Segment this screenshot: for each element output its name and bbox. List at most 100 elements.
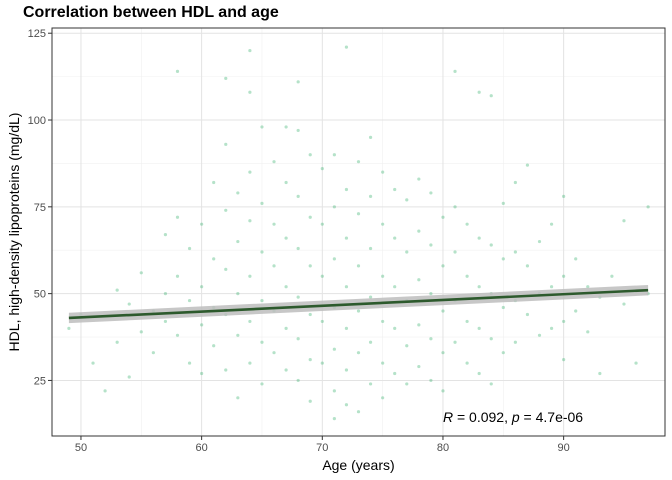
data-point	[224, 368, 228, 372]
data-point	[344, 285, 349, 289]
p-value: = 4.7e-06	[520, 409, 584, 425]
data-point	[513, 250, 517, 254]
data-point	[477, 236, 481, 240]
data-point	[465, 274, 469, 278]
data-point	[465, 319, 469, 324]
data-point	[344, 187, 349, 192]
data-point	[284, 125, 288, 129]
data-point	[332, 417, 336, 421]
p-symbol: p	[511, 409, 520, 425]
data-point	[163, 233, 168, 237]
data-point	[296, 246, 300, 251]
data-point	[236, 396, 240, 400]
data-point	[417, 364, 421, 369]
data-point	[272, 264, 276, 268]
data-point	[574, 309, 578, 313]
data-point	[175, 69, 180, 74]
data-point	[465, 222, 469, 226]
data-point	[248, 170, 252, 174]
data-point	[236, 239, 240, 244]
data-point	[368, 246, 373, 251]
data-point	[368, 194, 373, 199]
data-point	[115, 288, 119, 292]
data-point	[344, 326, 349, 330]
data-point	[356, 410, 361, 414]
data-point	[381, 170, 385, 174]
data-point	[489, 337, 493, 341]
data-point	[441, 264, 445, 268]
data-point	[67, 326, 71, 330]
data-point	[417, 278, 421, 282]
x-tick-label: 60	[196, 442, 208, 454]
data-point	[272, 351, 276, 355]
data-point	[332, 153, 336, 157]
data-point	[356, 264, 361, 268]
y-axis-label: HDL, high-density lipoproteins (mg/dL)	[6, 113, 22, 352]
data-point	[405, 198, 409, 202]
data-point	[489, 94, 493, 98]
data-point	[187, 361, 192, 365]
data-point	[610, 274, 614, 278]
data-point	[284, 285, 288, 289]
data-point	[224, 76, 228, 80]
data-point	[368, 340, 373, 344]
data-point	[91, 361, 95, 365]
r-value: = 0.092,	[453, 409, 512, 425]
data-point	[417, 323, 421, 327]
data-point	[248, 90, 252, 94]
data-point	[284, 326, 288, 330]
data-point	[549, 285, 554, 289]
data-point	[356, 351, 361, 355]
data-point	[236, 292, 240, 296]
data-point	[296, 337, 300, 341]
data-point	[248, 274, 252, 278]
data-point	[260, 125, 264, 129]
data-point	[236, 191, 240, 195]
data-point	[622, 302, 626, 306]
data-point	[393, 236, 397, 240]
data-point	[453, 205, 457, 209]
data-point	[344, 45, 349, 49]
data-point	[525, 163, 530, 167]
data-points	[67, 45, 650, 421]
data-point	[501, 201, 505, 205]
data-point	[646, 205, 650, 209]
data-point	[248, 361, 252, 365]
data-point	[417, 177, 421, 181]
data-point	[260, 340, 264, 344]
data-point	[586, 285, 590, 289]
data-point	[549, 326, 554, 330]
data-point	[224, 142, 228, 146]
data-point	[562, 358, 566, 362]
data-point	[296, 128, 300, 133]
x-axis-label: Age (years)	[322, 457, 394, 473]
data-point	[513, 180, 517, 185]
data-point	[562, 194, 566, 199]
data-point	[103, 389, 107, 393]
data-point	[441, 389, 445, 393]
regression-line	[68, 288, 649, 320]
data-point	[320, 361, 324, 365]
data-point	[368, 135, 373, 139]
data-point	[405, 344, 409, 348]
data-point	[477, 285, 481, 289]
data-point	[163, 319, 168, 324]
data-point	[224, 208, 228, 212]
data-point	[332, 257, 336, 261]
chart-title: Correlation between HDL and age	[23, 4, 279, 21]
data-point	[381, 274, 385, 278]
y-tick-label: 50	[34, 289, 46, 301]
data-point	[320, 274, 324, 278]
data-point	[248, 48, 252, 53]
data-point	[344, 403, 349, 407]
data-point	[272, 222, 276, 226]
data-point	[127, 375, 131, 379]
data-point	[393, 326, 397, 330]
data-point	[429, 243, 433, 247]
data-point	[513, 340, 517, 344]
data-point	[393, 371, 397, 376]
data-point	[260, 298, 264, 303]
y-tick-label: 25	[34, 375, 46, 387]
data-point	[320, 222, 324, 226]
data-point	[332, 205, 336, 209]
